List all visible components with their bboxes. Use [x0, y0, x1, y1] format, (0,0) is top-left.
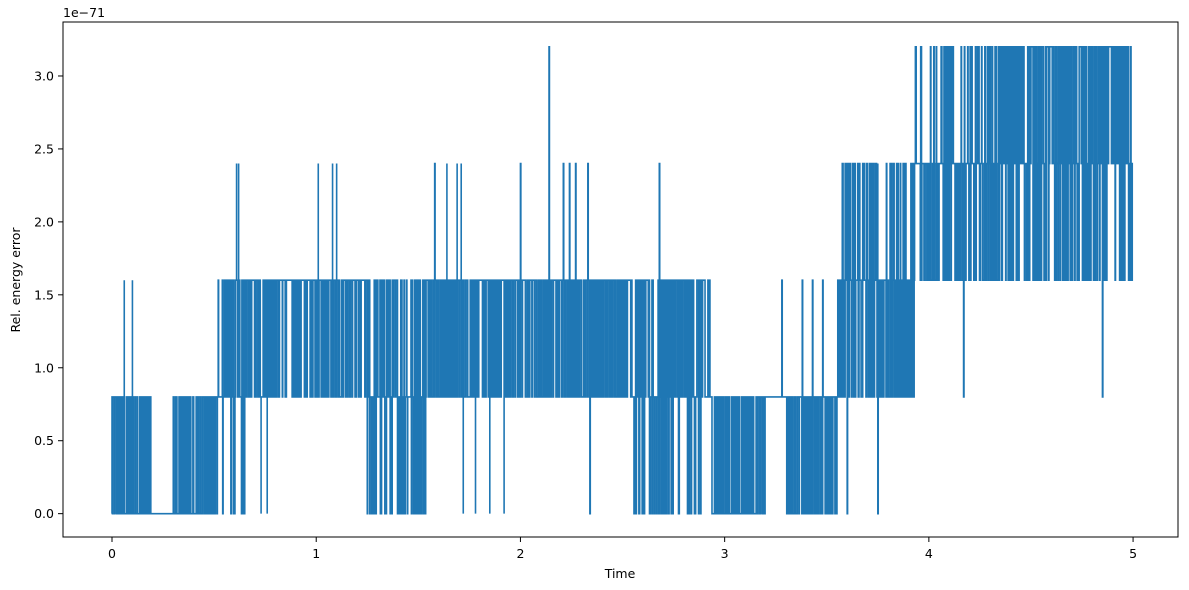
y-tick-label: 2.0 — [34, 214, 54, 229]
y-scale-note: 1e−71 — [63, 5, 105, 20]
series-line — [111, 46, 1134, 515]
plot-area — [111, 46, 1134, 515]
x-axis-label: Time — [604, 566, 636, 581]
x-axis: 0 1 2 3 4 5 — [108, 537, 1137, 561]
x-tick-label: 2 — [516, 546, 524, 561]
x-tick-label: 4 — [925, 546, 933, 561]
y-axis-label: Rel. energy error — [8, 227, 23, 333]
x-tick-label: 1 — [312, 546, 320, 561]
y-tick-label: 0.5 — [34, 433, 54, 448]
y-tick-label: 3.0 — [34, 68, 54, 83]
x-tick-label: 0 — [108, 546, 116, 561]
y-tick-label: 2.5 — [34, 141, 54, 156]
y-tick-label: 1.5 — [34, 287, 54, 302]
x-tick-label: 5 — [1129, 546, 1137, 561]
plot-frame — [62, 21, 1179, 538]
y-tick-label: 0.0 — [34, 506, 54, 521]
x-tick-label: 3 — [721, 546, 729, 561]
y-axis: 0.0 0.5 1.0 1.5 2.0 2.5 3.0 — [34, 68, 63, 521]
y-tick-label: 1.0 — [34, 360, 54, 375]
